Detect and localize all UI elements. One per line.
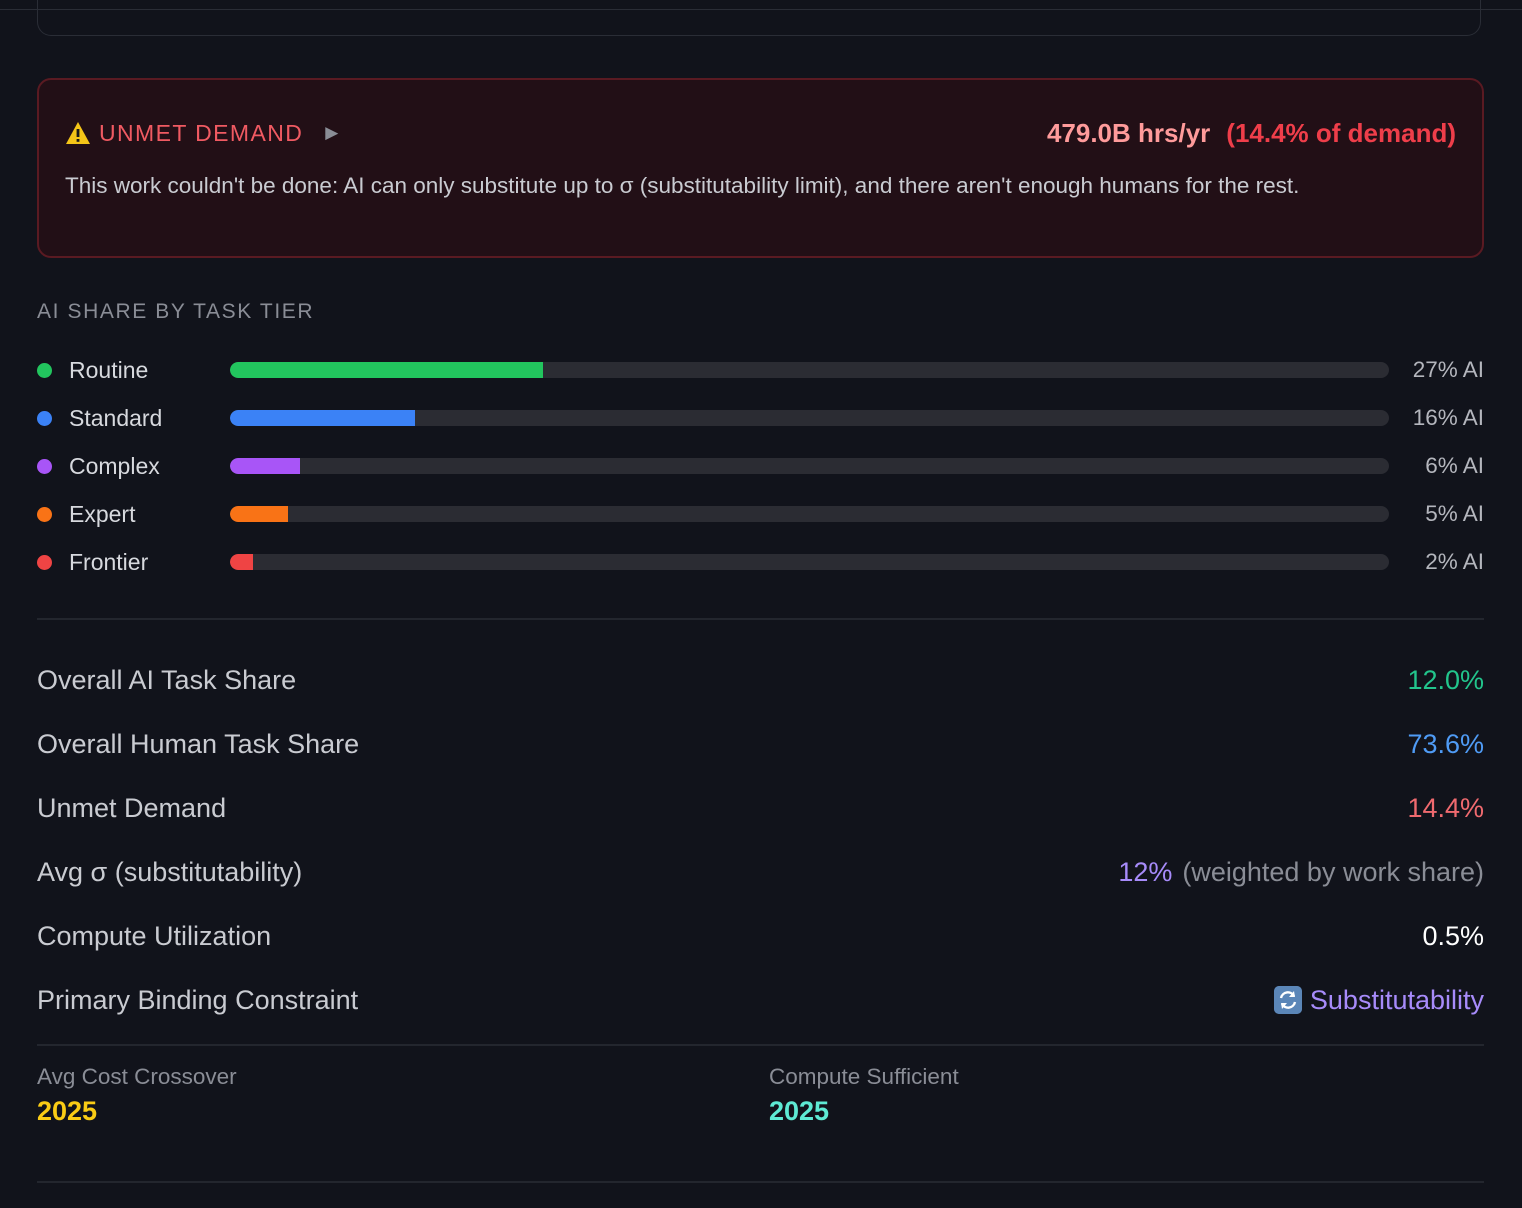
tier-row-standard: Standard 16% AI [37, 403, 1484, 433]
tier-bar-fill [230, 506, 288, 522]
tier-label: Complex [69, 452, 160, 479]
swap-arrows-icon [1273, 985, 1302, 1014]
tier-bar-track [230, 410, 1389, 426]
tier-bar-fill [230, 554, 254, 570]
stat-row-avg-sigma: Avg σ (substitutability) 12% (weighted by… [37, 852, 1484, 892]
tier-section-heading: AI SHARE BY TASK TIER [37, 300, 315, 323]
tier-bar-fill [230, 410, 416, 426]
cost-crossover-value: 2025 [37, 1096, 98, 1126]
stat-value: Substitutability [1309, 984, 1484, 1015]
tier-dot [37, 362, 52, 378]
unmet-demand-card[interactable]: UNMET DEMAND ▶ 479.0B hrs/yr (14.4% of d… [37, 78, 1484, 258]
tier-value: 27% AI [1412, 357, 1484, 382]
tier-value: 6% AI [1425, 453, 1484, 478]
unmet-demand-header[interactable]: UNMET DEMAND ▶ 479.0B hrs/yr (14.4% of d… [65, 116, 1456, 150]
stat-value: 0.5% [1422, 920, 1484, 951]
stat-row-compute-utilization: Compute Utilization 0.5% [37, 916, 1484, 956]
tier-value: 5% AI [1425, 501, 1484, 526]
stat-row-human-share: Overall Human Task Share 73.6% [37, 724, 1484, 764]
stat-value: 14.4% [1407, 792, 1484, 823]
tier-bar-track [230, 554, 1389, 570]
tier-bar-fill [230, 458, 300, 474]
cost-crossover-stat: Avg Cost Crossover 2025 [37, 1064, 237, 1127]
tier-bar-track [230, 506, 1389, 522]
compute-sufficient-label: Compute Sufficient [769, 1064, 959, 1089]
section-divider [37, 1044, 1484, 1046]
tier-value: 2% AI [1425, 549, 1484, 574]
stat-row-binding-constraint: Primary Binding Constraint Substitutabil… [37, 980, 1484, 1020]
stat-label: Unmet Demand [37, 792, 227, 823]
section-divider [37, 618, 1484, 620]
stat-label: Avg σ (substitutability) [37, 856, 303, 887]
tier-bar-track [230, 362, 1389, 378]
tier-dot [37, 458, 52, 474]
stat-label: Primary Binding Constraint [37, 984, 359, 1015]
tier-row-routine: Routine 27% AI [37, 355, 1484, 385]
cost-crossover-label: Avg Cost Crossover [37, 1064, 237, 1089]
stat-label: Overall AI Task Share [37, 664, 297, 695]
compute-sufficient-value: 2025 [769, 1096, 830, 1126]
stat-row-unmet-demand: Unmet Demand 14.4% [37, 788, 1484, 828]
tier-row-complex: Complex 6% AI [37, 451, 1484, 481]
stat-label: Overall Human Task Share [37, 728, 360, 759]
warning-icon [66, 122, 90, 144]
tier-row-frontier: Frontier 2% AI [37, 547, 1484, 577]
tier-label: Expert [69, 500, 136, 527]
compute-sufficient-stat: Compute Sufficient 2025 [769, 1064, 959, 1127]
tier-label: Routine [69, 356, 149, 383]
tier-label: Frontier [69, 548, 149, 575]
unmet-demand-title: UNMET DEMAND [99, 119, 304, 146]
unmet-demand-description: This work couldn't be done: AI can only … [65, 173, 1300, 198]
unmet-demand-percent: (14.4% of demand) [1226, 117, 1456, 148]
tier-value: 16% AI [1412, 405, 1484, 430]
tier-bar-track [230, 458, 1389, 474]
stat-note: (weighted by work share) [1182, 856, 1484, 887]
stat-value: 12.0% [1407, 664, 1484, 695]
top-divider [0, 9, 1522, 10]
stat-row-ai-share: Overall AI Task Share 12.0% [37, 660, 1484, 700]
tier-dot [37, 410, 52, 426]
stat-label: Compute Utilization [37, 920, 272, 951]
tier-dot [37, 554, 52, 570]
unmet-demand-hours: 479.0B hrs/yr [1046, 117, 1211, 148]
tier-bar-fill [230, 362, 543, 378]
stat-value: 12% [1118, 856, 1173, 887]
play-caret-icon[interactable]: ▶ [325, 123, 339, 142]
previous-card-bottom [37, 0, 1481, 36]
tier-row-expert: Expert 5% AI [37, 499, 1484, 529]
bottom-divider [37, 1181, 1484, 1183]
stat-value: 73.6% [1407, 728, 1484, 759]
tier-dot [37, 506, 52, 522]
tier-label: Standard [69, 404, 163, 431]
